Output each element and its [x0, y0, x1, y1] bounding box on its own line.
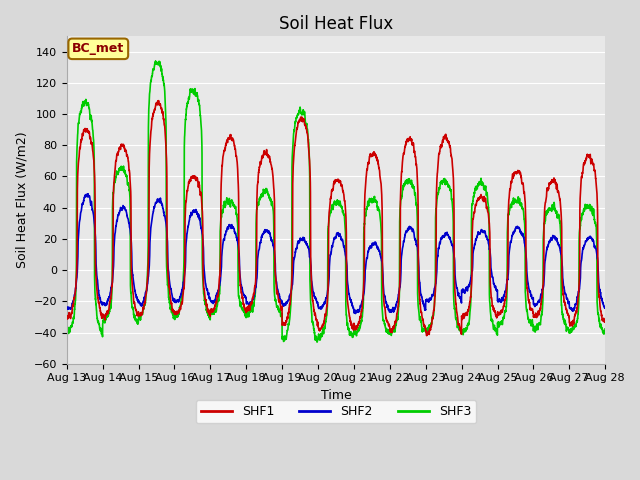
SHF3: [487, 317, 495, 323]
SHF2: [351, 311, 359, 316]
SHF1: [601, 319, 609, 325]
SHF2: [316, 305, 324, 311]
X-axis label: Time: Time: [321, 389, 351, 402]
SHF2: [601, 305, 609, 311]
SHF1: [63, 313, 70, 319]
SHF1: [154, 98, 162, 104]
SHF3: [601, 329, 609, 335]
Y-axis label: Soil Heat Flux (W/m2): Soil Heat Flux (W/m2): [15, 132, 28, 268]
SHF1: [427, 324, 435, 330]
SHF3: [152, 58, 159, 64]
SHF1: [316, 327, 324, 333]
SHF2: [84, 191, 92, 197]
SHF3: [316, 337, 324, 343]
Line: SHF3: SHF3: [67, 61, 605, 342]
SHF2: [457, 296, 465, 301]
SHF2: [601, 305, 609, 311]
SHF1: [457, 327, 465, 333]
SHF2: [487, 266, 495, 272]
Title: Soil Heat Flux: Soil Heat Flux: [279, 15, 393, 33]
SHF3: [63, 329, 70, 335]
Line: SHF2: SHF2: [67, 194, 605, 313]
SHF2: [427, 296, 435, 301]
Text: BC_met: BC_met: [72, 42, 124, 55]
SHF1: [160, 116, 168, 121]
SHF1: [487, 294, 495, 300]
SHF3: [427, 322, 435, 328]
SHF2: [160, 210, 168, 216]
SHF1: [423, 333, 431, 338]
SHF3: [314, 339, 321, 345]
SHF3: [457, 326, 465, 332]
SHF3: [160, 80, 168, 86]
Line: SHF1: SHF1: [67, 101, 605, 336]
SHF2: [63, 306, 70, 312]
SHF1: [601, 318, 609, 324]
Legend: SHF1, SHF2, SHF3: SHF1, SHF2, SHF3: [196, 400, 476, 423]
SHF3: [601, 326, 609, 332]
